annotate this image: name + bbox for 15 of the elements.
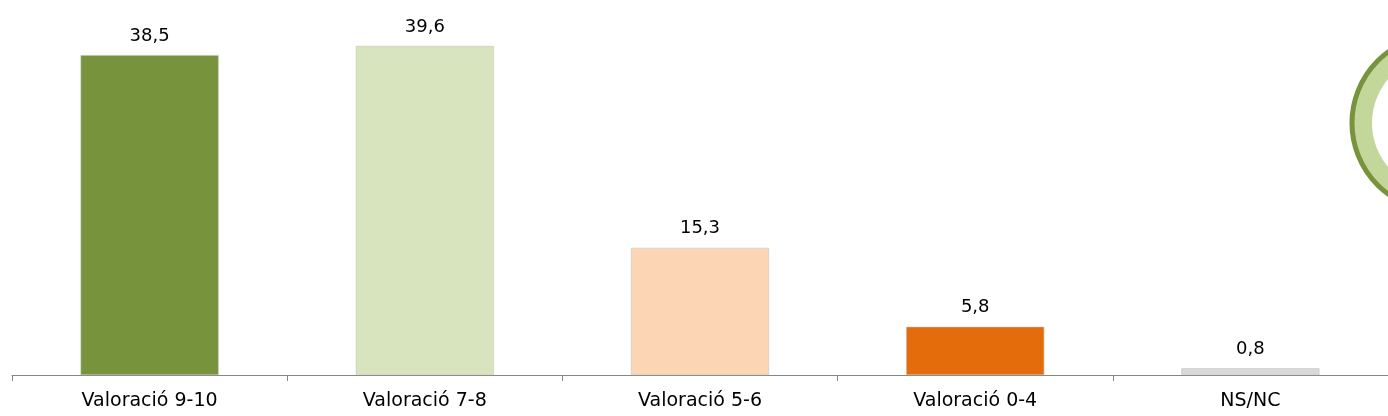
bar — [80, 55, 219, 375]
data-label: 38,5 — [129, 23, 170, 45]
bar — [1181, 368, 1320, 375]
x-tick-label: Valoració 7-8 — [362, 387, 487, 410]
data-label: 0,8 — [1236, 336, 1265, 358]
x-tick-label: NS/NC — [1220, 387, 1281, 410]
data-label: 5,8 — [960, 295, 990, 317]
x-tick-label: Valoració 5-6 — [638, 387, 762, 410]
bar — [906, 326, 1045, 375]
bar — [631, 247, 769, 375]
data-label: 39,6 — [404, 14, 445, 36]
data-label: 15,3 — [679, 216, 721, 238]
x-tick-label: Valoració 9-10 — [81, 387, 218, 410]
bar — [355, 46, 494, 375]
x-tick-label: Valoració 0-4 — [913, 387, 1038, 410]
